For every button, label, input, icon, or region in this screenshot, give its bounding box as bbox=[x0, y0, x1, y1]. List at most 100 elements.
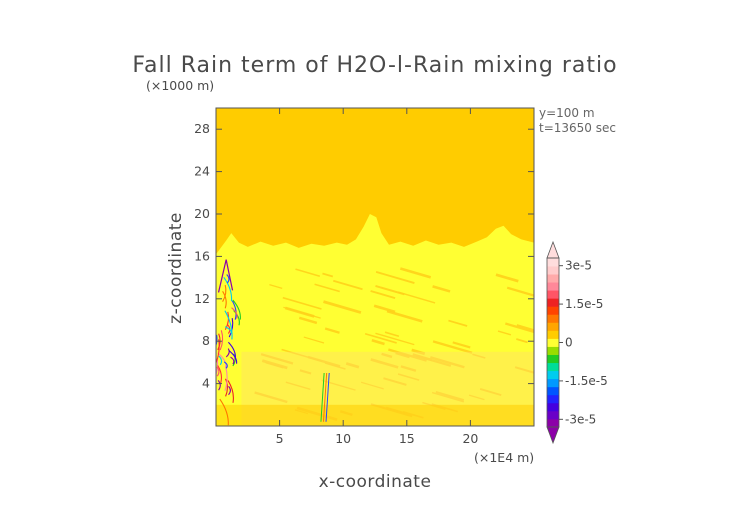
y-tick-label: 12 bbox=[194, 291, 210, 306]
column-contour bbox=[224, 378, 228, 397]
annotation-y: y=100 m bbox=[539, 106, 595, 120]
field-streak bbox=[373, 304, 396, 314]
y-tick-label: 20 bbox=[194, 206, 210, 221]
field-streak bbox=[333, 279, 363, 291]
colorbar-segment bbox=[547, 402, 559, 412]
field-streak bbox=[322, 272, 334, 278]
x-tick-label: 20 bbox=[462, 431, 478, 446]
field-streak bbox=[375, 270, 415, 284]
column-contour bbox=[232, 299, 241, 320]
field-streak bbox=[397, 373, 420, 381]
colorbar-segment bbox=[547, 274, 559, 283]
colorbar-segment bbox=[547, 362, 559, 372]
field-streak bbox=[506, 286, 534, 297]
field-streak bbox=[370, 358, 399, 369]
colorbar-segment bbox=[547, 418, 559, 428]
shaft-contour bbox=[320, 372, 325, 422]
field-streak bbox=[324, 362, 346, 370]
colorbar-segment bbox=[547, 370, 559, 380]
field-streak bbox=[323, 300, 362, 314]
column-contour bbox=[218, 355, 223, 366]
field-streak bbox=[321, 379, 356, 391]
y-tick-label: 28 bbox=[194, 121, 210, 136]
colorbar-segment bbox=[547, 282, 559, 291]
column-contour bbox=[226, 274, 230, 284]
field-streak bbox=[386, 309, 423, 323]
field-streak bbox=[285, 381, 311, 390]
colorbar-segment bbox=[547, 338, 559, 347]
column-contour bbox=[219, 398, 229, 426]
field-streak bbox=[431, 391, 465, 403]
column-contour bbox=[217, 333, 221, 351]
column-contour bbox=[230, 356, 235, 365]
field-streak bbox=[516, 324, 534, 331]
x-tick-label: 10 bbox=[335, 431, 351, 446]
near-surface-band bbox=[216, 404, 534, 426]
field-streak bbox=[516, 338, 528, 344]
colorbar-segment bbox=[547, 322, 559, 331]
field-streak bbox=[388, 348, 427, 362]
colorbar-segment bbox=[547, 314, 559, 323]
field-streak bbox=[505, 322, 534, 334]
column-contour bbox=[224, 311, 230, 330]
x-axis-title: x-coordinate bbox=[319, 472, 432, 492]
colorbar-tick-label: 1.5e-5 bbox=[565, 297, 603, 311]
field-streak bbox=[345, 362, 360, 369]
field-streak bbox=[435, 391, 465, 402]
column-contour bbox=[228, 385, 231, 396]
x-tick-label: 15 bbox=[399, 431, 415, 446]
column-contour bbox=[224, 326, 232, 334]
column-contour bbox=[217, 365, 223, 384]
column-contour bbox=[231, 300, 237, 320]
colorbar-extend-max bbox=[546, 240, 560, 259]
field-streak bbox=[411, 348, 426, 356]
y-axis-unit: (×1000 m) bbox=[146, 78, 214, 93]
colorbar: 3e-5 1.5e-5 0 -1.5e-5 -3e-5 bbox=[546, 240, 608, 445]
colorbar-segment bbox=[547, 266, 559, 275]
field-streak bbox=[307, 355, 341, 368]
field-streak bbox=[399, 267, 432, 279]
field-streak bbox=[375, 332, 415, 346]
column-contour bbox=[224, 310, 233, 340]
column-contour bbox=[224, 366, 228, 391]
field-streak bbox=[448, 319, 468, 327]
colorbar-segment bbox=[547, 258, 559, 267]
column-top-contour bbox=[217, 259, 234, 293]
plot-area bbox=[215, 107, 535, 427]
column-contour bbox=[225, 348, 230, 358]
field-streak bbox=[468, 394, 485, 401]
colorbar-segment bbox=[547, 386, 559, 396]
column-contour bbox=[222, 291, 227, 309]
shaft-contour bbox=[325, 372, 330, 422]
colorbar-segment bbox=[547, 290, 559, 299]
y-tick-label: 24 bbox=[194, 164, 210, 179]
y-tick-label: 4 bbox=[202, 376, 210, 391]
field-streak bbox=[497, 330, 512, 336]
x-axis: 5 10 15 20 bbox=[276, 108, 478, 446]
shaft-contour bbox=[322, 372, 328, 422]
field-streak bbox=[514, 366, 534, 374]
y-axis: 4 8 12 16 20 24 28 bbox=[194, 121, 534, 391]
y-tick-label: 8 bbox=[202, 333, 210, 348]
field-streak bbox=[495, 273, 519, 283]
column-contour bbox=[216, 366, 220, 377]
field-streak bbox=[370, 290, 396, 300]
plot-frame bbox=[215, 107, 535, 427]
field-streak bbox=[314, 283, 340, 293]
field-streak bbox=[269, 284, 283, 290]
column-contour bbox=[217, 380, 221, 391]
column-contour bbox=[228, 317, 234, 338]
field-streak bbox=[397, 291, 436, 304]
colorbar-segment bbox=[547, 346, 559, 355]
field-streak bbox=[284, 306, 315, 318]
field-streak bbox=[282, 296, 322, 310]
field-streak bbox=[383, 377, 407, 386]
chart-title: Fall Rain term of H2O-l-Rain mixing rati… bbox=[132, 53, 617, 78]
field-streak bbox=[452, 341, 471, 349]
column-contour bbox=[227, 341, 237, 360]
field-streak bbox=[254, 391, 288, 404]
x-axis-unit: (×1E4 m) bbox=[474, 450, 534, 465]
colorbar-tick-label: 0 bbox=[565, 336, 573, 350]
field-streak bbox=[295, 268, 321, 277]
field-streak bbox=[400, 365, 417, 372]
